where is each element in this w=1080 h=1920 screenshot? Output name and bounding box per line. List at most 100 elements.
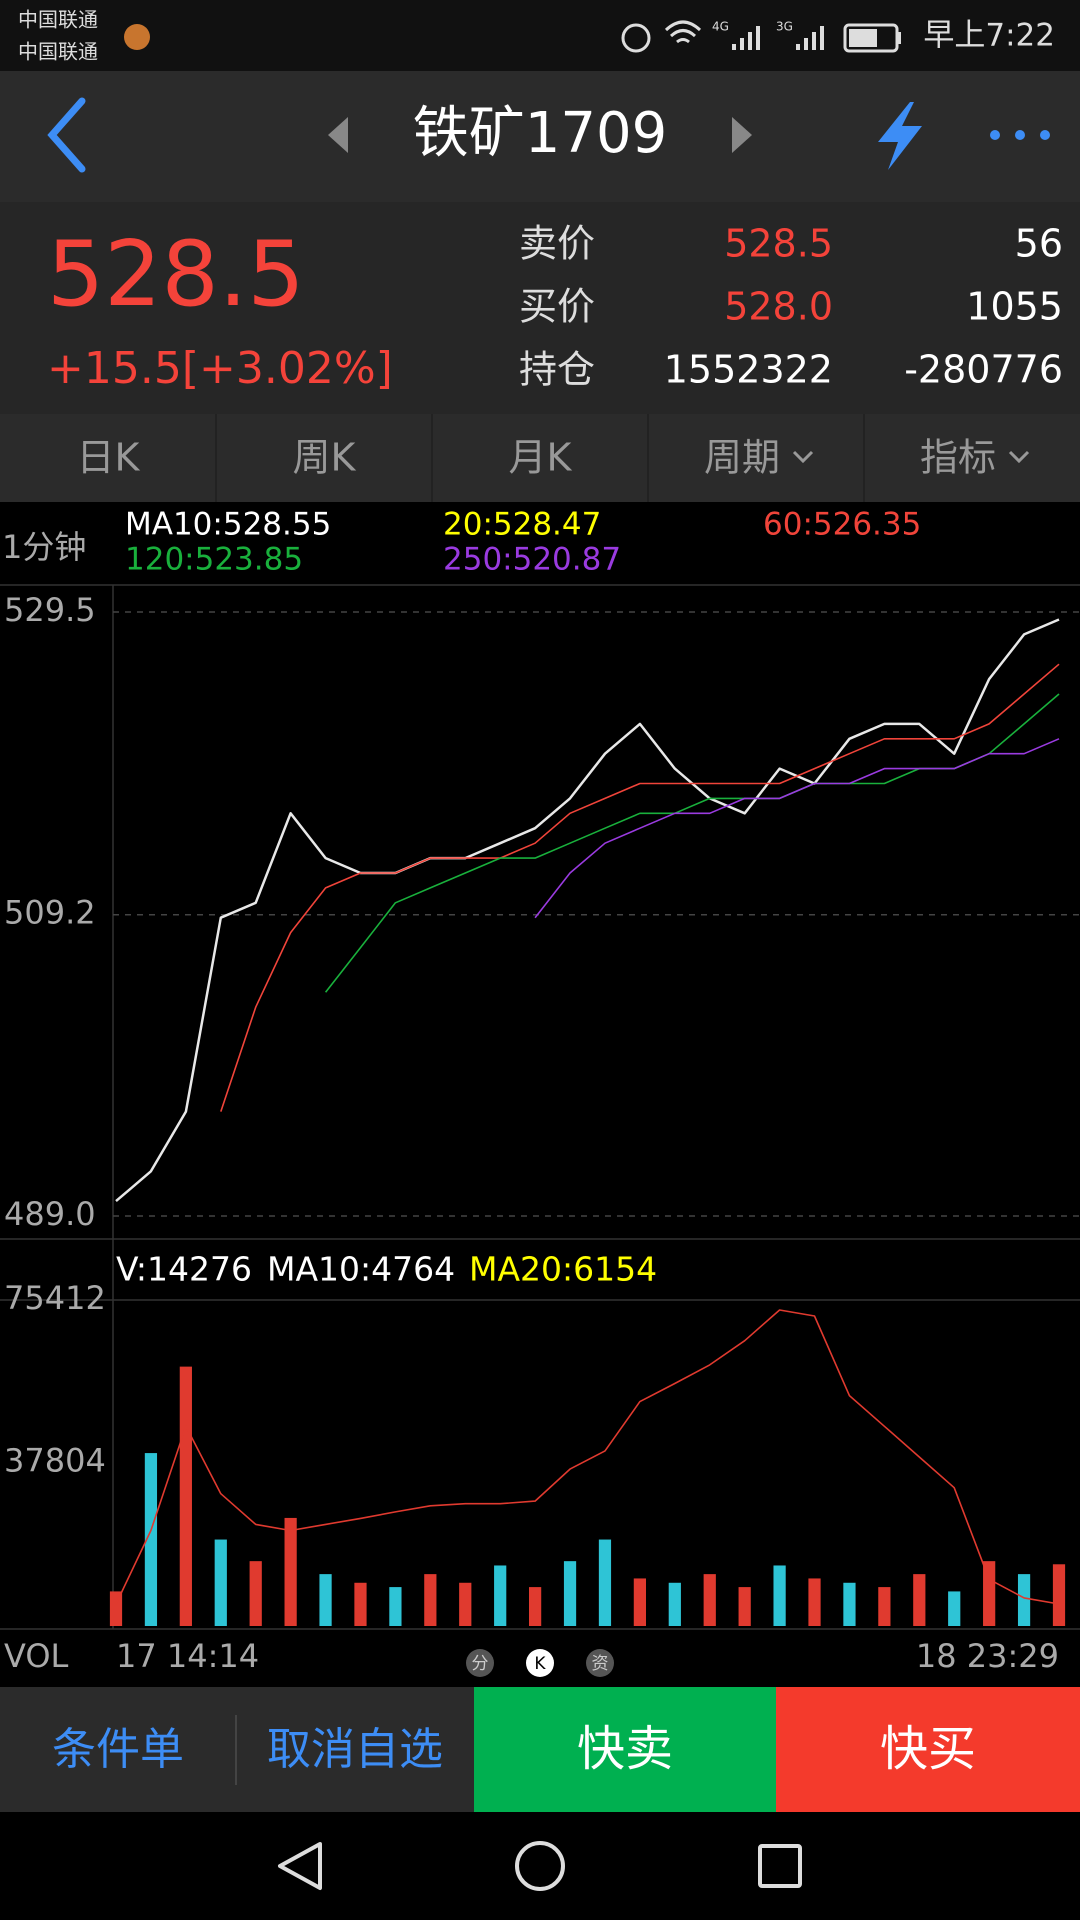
more-dot[interactable]: [1015, 130, 1025, 140]
quote-table: 卖价 528.5 56 买价 528.0 1055 持仓 1552322 -280776: [519, 222, 1063, 392]
tab[interactable]: 周K: [293, 436, 357, 480]
back-button[interactable]: [47, 97, 86, 173]
y-tick-label: 489.0: [4, 1195, 96, 1233]
volume-bar: [284, 1517, 297, 1626]
status-bar: [0, 0, 1080, 71]
volume-bar: [738, 1587, 751, 1626]
app-icon: [124, 24, 150, 50]
flash-button[interactable]: [878, 102, 922, 170]
chart-mode-label[interactable]: 分: [472, 1654, 489, 1674]
quote-label: 买价: [519, 285, 595, 329]
series-line: [534, 738, 1060, 919]
series-line: [115, 1309, 1060, 1605]
y-tick-label: 529.5: [4, 591, 96, 629]
tab[interactable]: 指标: [920, 436, 996, 480]
carrier: 中国联通: [18, 8, 98, 32]
quote-volume: 56: [1015, 222, 1063, 266]
next-contract-button[interactable]: [732, 117, 752, 153]
indicator-label: 120:523.85: [125, 542, 303, 578]
volume-bar: [948, 1591, 961, 1626]
nav-home[interactable]: [515, 1841, 565, 1891]
nav-back[interactable]: [278, 1842, 322, 1890]
quote-label: 卖价: [519, 222, 595, 266]
more-dot[interactable]: [990, 130, 1000, 140]
indicator-label: MA20:6154: [469, 1250, 657, 1289]
last-price: 528.5: [47, 222, 305, 327]
volume-bar: [389, 1587, 402, 1626]
quote-volume: 1055: [966, 285, 1063, 329]
volume-bar: [913, 1574, 926, 1626]
x-tick-label: 18 23:29: [916, 1637, 1059, 1675]
network-type: 3G: [776, 20, 793, 34]
nav-bar: [0, 1812, 1080, 1920]
nav-recents[interactable]: [758, 1844, 802, 1888]
tabs: 日K 周K 月K 周期 指标: [77, 414, 1030, 502]
tab[interactable]: 日K: [77, 436, 141, 480]
remove-watchlist-button[interactable]: 取消自选: [267, 1724, 443, 1775]
alarm-icon: [621, 23, 651, 53]
volume-bar: [528, 1587, 542, 1626]
volume-bar: [773, 1565, 786, 1626]
volume-bar: [808, 1578, 821, 1626]
series-line: [220, 663, 1060, 1112]
chart-area: [0, 502, 1080, 1687]
quick-sell-button[interactable]: [474, 1687, 776, 1812]
quick-buy-label[interactable]: 快买: [880, 1721, 976, 1777]
battery-level: [849, 29, 877, 47]
volume-bar: [109, 1591, 123, 1626]
volume-bar: [144, 1453, 158, 1626]
volume-bar: [179, 1366, 192, 1626]
y-tick-label: 75412: [4, 1279, 106, 1317]
quote-label: 持仓: [519, 348, 595, 392]
chart-mode-label[interactable]: 资: [592, 1654, 609, 1674]
volume-axis-label: VOL: [4, 1637, 69, 1675]
conditional-order-button[interactable]: 条件单: [52, 1724, 184, 1775]
volume-bar: [1052, 1564, 1066, 1626]
tab-bar: [0, 414, 1080, 502]
signal-icon: [732, 26, 760, 50]
prev-contract-button[interactable]: [328, 117, 348, 153]
tab[interactable]: 周期: [704, 436, 780, 480]
dropdown-chevron[interactable]: [1008, 450, 1030, 464]
volume-bar: [354, 1582, 367, 1626]
clock: 早上7:22: [923, 18, 1055, 54]
volume-bar: [633, 1578, 647, 1626]
period-label: 1分钟: [2, 528, 86, 566]
chart-mode-label[interactable]: K: [534, 1654, 546, 1674]
quote-value: 1552322: [664, 348, 833, 392]
series-line: [115, 618, 1060, 1203]
dropdown-chevron[interactable]: [792, 450, 814, 464]
quote-panel: [0, 202, 1080, 414]
chart-mode-button[interactable]: [586, 1649, 614, 1677]
tab[interactable]: 月K: [509, 436, 573, 480]
volume-bar: [983, 1561, 996, 1626]
volume-bar: [494, 1565, 507, 1626]
volume-bar: [843, 1582, 856, 1626]
carrier: 中国联通: [18, 40, 98, 64]
signal-icon: [796, 26, 824, 50]
volume-bar: [424, 1574, 437, 1626]
contract-title: 铁矿1709: [413, 101, 668, 166]
x-tick-label: 17 14:14: [116, 1637, 259, 1675]
more-button[interactable]: [990, 130, 1050, 140]
wifi-icon: [664, 20, 702, 44]
quote-value: 528.0: [724, 285, 833, 329]
indicator-label: MA10:4764: [267, 1250, 455, 1289]
chart-mode-button[interactable]: [526, 1649, 554, 1677]
volume-bar: [459, 1582, 472, 1626]
volume-bar: [703, 1574, 716, 1626]
indicator-label: V:14276: [116, 1250, 252, 1289]
quick-buy-button[interactable]: [776, 1687, 1080, 1812]
quick-sell-label[interactable]: 快卖: [577, 1721, 673, 1777]
more-dot[interactable]: [1040, 130, 1050, 140]
price-change: +15.5[+3.02%]: [47, 343, 393, 394]
volume-bar: [249, 1561, 262, 1626]
chart-mode-button[interactable]: [466, 1649, 494, 1677]
volume-bar: [878, 1587, 891, 1626]
charts: 529.5 509.2 489.0 MA10:528.55 20:528.47 60:52…: [4, 507, 1080, 1677]
volume-bar: [563, 1561, 577, 1626]
indicator-label: 250:520.87: [443, 542, 621, 578]
indicator-label: 60:526.35: [763, 507, 921, 543]
indicator-label: 20:528.47: [443, 507, 601, 543]
